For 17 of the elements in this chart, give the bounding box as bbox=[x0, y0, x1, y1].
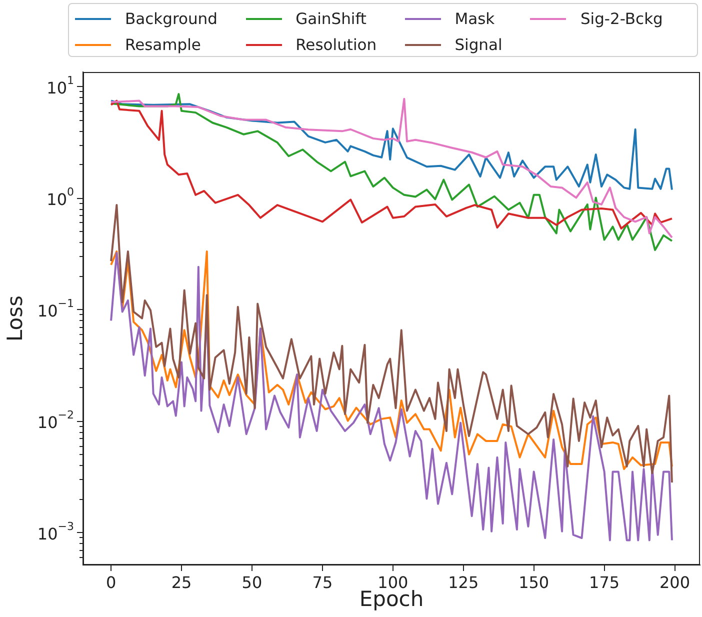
legend-label: Background bbox=[125, 10, 218, 28]
x-tick-label: 50 bbox=[242, 572, 262, 592]
y-axis-title: Loss bbox=[3, 295, 28, 342]
x-tick-label: 25 bbox=[171, 572, 192, 592]
legend-label: Signal bbox=[454, 36, 502, 54]
legend-label: Sig-2-Bckg bbox=[580, 10, 663, 28]
x-tick-label: 75 bbox=[312, 572, 333, 592]
x-tick-label: 100 bbox=[378, 572, 408, 592]
x-tick-label: 125 bbox=[448, 572, 479, 592]
x-tick-label: 0 bbox=[106, 572, 116, 592]
x-tick-label: 150 bbox=[518, 572, 550, 592]
legend-label: Resolution bbox=[296, 36, 377, 54]
x-tick-label: 175 bbox=[589, 572, 620, 592]
legend-label: GainShift bbox=[296, 10, 366, 28]
x-tick-label: 200 bbox=[660, 572, 690, 592]
legend-label: Resample bbox=[125, 36, 201, 54]
legend-label: Mask bbox=[454, 10, 495, 28]
